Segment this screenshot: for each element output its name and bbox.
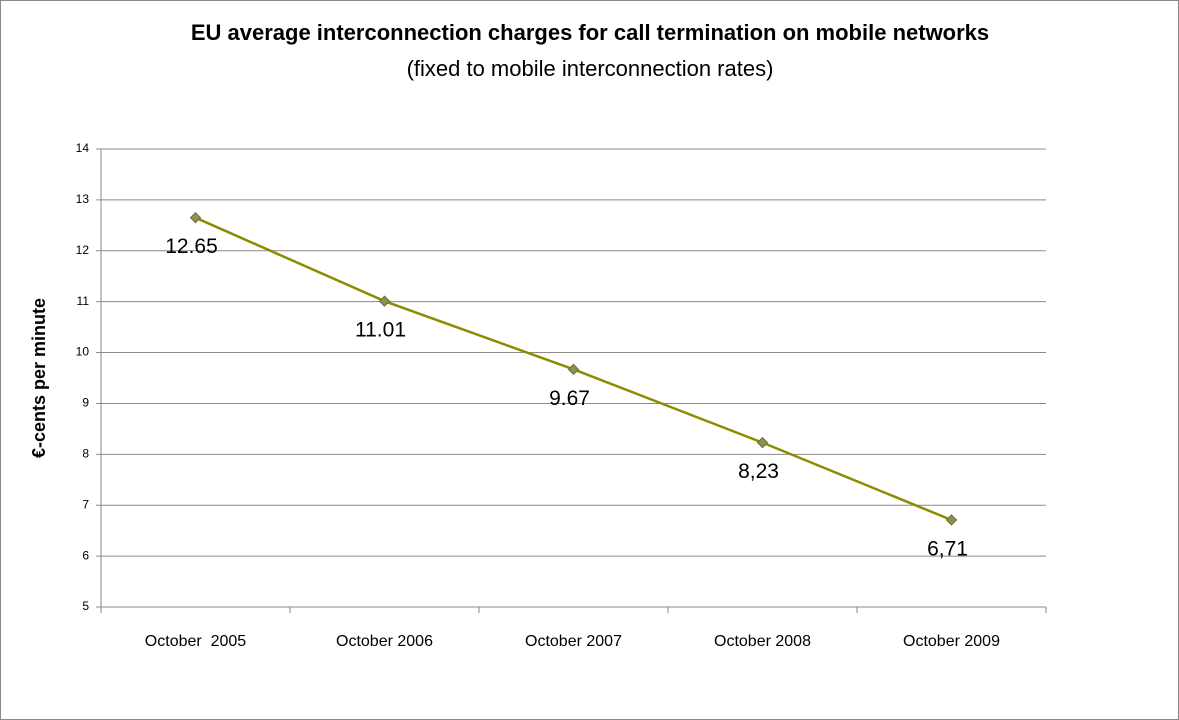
y-tick-label: 9 bbox=[82, 396, 89, 410]
y-tick-label: 10 bbox=[76, 345, 90, 359]
marker bbox=[567, 363, 580, 376]
x-tick-label: October 2009 bbox=[903, 633, 1000, 650]
y-tick-label: 8 bbox=[82, 447, 89, 461]
y-tick-label: 5 bbox=[82, 599, 89, 613]
marker bbox=[378, 295, 391, 307]
y-tick-label: 13 bbox=[76, 192, 90, 206]
y-tick-label: 14 bbox=[76, 141, 90, 155]
x-tick-label: October 2008 bbox=[714, 633, 811, 650]
marker bbox=[945, 514, 958, 526]
data-label: 12.65 bbox=[165, 235, 218, 258]
data-label: 11.01 bbox=[355, 319, 406, 342]
data-label: 9.67 bbox=[549, 387, 590, 410]
x-tick-label: October 2006 bbox=[336, 633, 433, 650]
y-tick-label: 7 bbox=[82, 497, 89, 511]
marker bbox=[189, 211, 202, 224]
x-tick-label: October 2005 bbox=[145, 633, 247, 650]
y-axis-title: €-cents per minute bbox=[29, 298, 49, 458]
y-tick-label: 11 bbox=[77, 294, 90, 308]
x-tick-label: October 2007 bbox=[525, 633, 622, 650]
chart-subtitle: (fixed to mobile interconnection rates) bbox=[407, 56, 774, 81]
marker bbox=[756, 436, 769, 449]
data-label: 6,71 bbox=[927, 538, 968, 561]
y-tick-label: 6 bbox=[82, 548, 89, 562]
chart-title: EU average interconnection charges for c… bbox=[191, 20, 989, 45]
data-label: 8,23 bbox=[738, 460, 779, 483]
y-tick-label: 12 bbox=[76, 243, 90, 257]
